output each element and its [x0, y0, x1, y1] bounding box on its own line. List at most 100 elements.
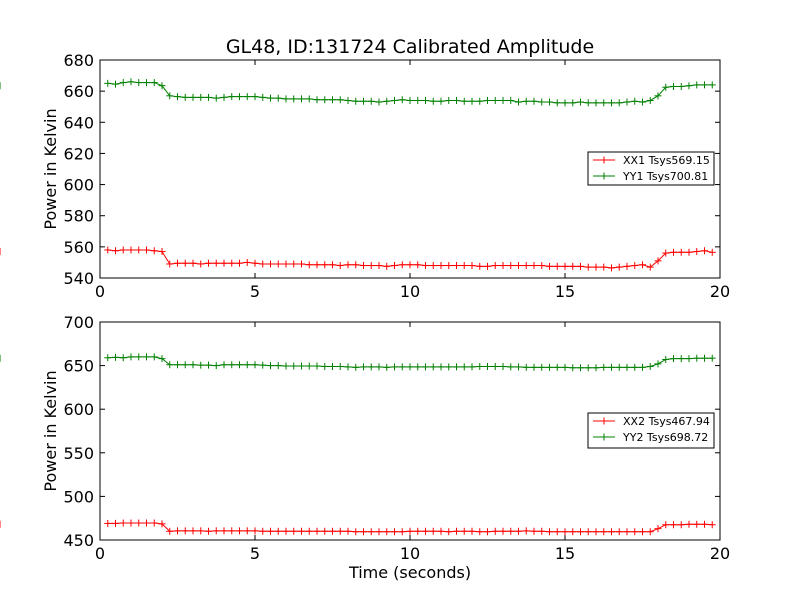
chart1-series-2-point: [662, 83, 670, 91]
chart1-series-2-point: [708, 81, 716, 89]
chart2-legend-box: [587, 412, 715, 449]
chart2-series-2-point: [305, 362, 313, 370]
chart1-legend-box: [587, 151, 715, 186]
chart2-series-1-point: [708, 521, 716, 529]
chart1-series-2-point: [553, 99, 561, 107]
chart1-y-tick-label: 680: [63, 51, 94, 70]
chart1-series-1-point: [181, 259, 189, 267]
chart1-series-1-point: [119, 246, 127, 254]
chart1-series-1-point: [112, 247, 119, 255]
chart1-series-1-point: [282, 260, 290, 268]
chart2-series-2-point: [329, 362, 336, 370]
chart2-series-1-point: [251, 527, 259, 535]
chart1-series-1-point: [150, 247, 158, 255]
chart1-y-tick-label: 600: [63, 176, 94, 195]
chart1-series-1-point: [662, 249, 670, 257]
chart2-series-2: [0, 353, 716, 372]
chart1-series-1-point: [174, 259, 181, 267]
chart2-series-1-point: [181, 527, 189, 535]
chart2-series-2-point: [251, 361, 259, 369]
chart1-series-1-point: [383, 262, 391, 270]
chart1-legend-label: XX1 Tsys569.15: [623, 154, 710, 167]
chart1-series-2-point: [391, 96, 398, 104]
chart2-series-1-point: [677, 521, 685, 529]
chart2-series-2-point: [662, 355, 670, 363]
chart2-series-1-point: [352, 528, 360, 536]
chart1-series-1-point: [584, 263, 592, 271]
chart1-series-2-point: [561, 99, 569, 107]
chart2-series-1-point: [491, 527, 499, 535]
chart2-series-1-point: [406, 527, 414, 535]
chart2-x-tick-label: 10: [400, 544, 420, 563]
chart2-series-1-point: [360, 528, 367, 536]
chart1-series-2-point: [701, 81, 708, 89]
chart2-series-2-point: [631, 363, 639, 371]
figure-title: GL48, ID:131724 Calibrated Amplitude: [226, 36, 594, 58]
chart1-series-1-point: [313, 261, 321, 269]
chart1-series-2-point: [600, 99, 608, 107]
chart1-x-tick-label: 20: [710, 282, 730, 301]
chart1-series-1-point: [329, 261, 336, 269]
chart1-series-2-point: [321, 96, 329, 104]
chart2-series-1-point: [577, 528, 584, 536]
chart1-series-2-point: [530, 97, 538, 105]
chart2-series-1-point: [623, 528, 631, 536]
chart2-series-1-point: [538, 527, 546, 535]
chart1-series-2-point: [259, 93, 267, 101]
chart2-series-2-point: [274, 362, 282, 370]
chart2-series-1-point: [243, 527, 251, 535]
chart1-series-2-point: [267, 94, 274, 102]
chart2-series-1-point: [321, 527, 329, 535]
chart1-series-1-point: [693, 248, 701, 256]
chart2-series-1-point: [693, 520, 701, 528]
chart1-series-2-point: [336, 96, 344, 104]
chart2-series-1-point: [290, 527, 298, 535]
chart1-series-1-point: [522, 262, 530, 270]
chart1-series-1-point: [367, 262, 375, 270]
chart1-series-1-point: [197, 260, 205, 268]
chart1-series-2-point: [135, 79, 143, 87]
chart2-series-2-point: [212, 362, 220, 370]
chart1-series-1-point: [135, 246, 143, 254]
chart2-series-1-point: [220, 527, 228, 535]
chart2-x-tick-label: 15: [555, 544, 575, 563]
chart1-series-2-point: [422, 96, 429, 104]
bottom-chart: 0 5 10 15 20 450 500 550 600 650 700 Power in Kelvi…: [0, 313, 730, 582]
chart1-series-1-point: [654, 257, 662, 265]
chart2-series-2-point: [119, 354, 127, 362]
chart1-series-1-point: [236, 259, 243, 267]
chart1-series-1-point: [600, 263, 608, 271]
chart2-legend-entry-1: XX2 Tsys467.94: [593, 415, 710, 428]
chart2-series-2-point: [267, 362, 274, 370]
chart2-series-2-point: [422, 363, 429, 371]
chart1-series-2-point: [639, 98, 646, 106]
chart1-series-2-point: [546, 98, 553, 106]
chart1-series-2-point: [197, 93, 205, 101]
chart1-y-tick-label: 660: [63, 82, 94, 101]
chart2-series-1-point: [344, 527, 352, 535]
chart2-series-2-point: [205, 361, 212, 369]
chart1-y-tick-label: 540: [63, 269, 94, 288]
chart1-series-1-point: [491, 262, 499, 270]
chart2-series-2-point: [104, 354, 112, 362]
chart1-series-2-point: [251, 93, 259, 101]
chart1-series-2-point: [212, 94, 220, 102]
chart2-series-1-point: [228, 527, 236, 535]
chart2-series-2-point: [608, 363, 615, 371]
chart1-series-1-point: [460, 262, 468, 270]
chart2-series-1-point: [530, 527, 538, 535]
chart1-y-tick-label: 640: [63, 113, 94, 132]
chart1-series-2-point: [181, 93, 189, 101]
chart1-series-1-point: [391, 262, 398, 270]
chart2-series-2-point: [375, 363, 383, 371]
chart2-series-2-point: [615, 363, 623, 371]
chart1-series-1-point: [592, 263, 600, 271]
chart1-series-1-point: [220, 259, 228, 267]
chart1-series-1-point: [414, 261, 422, 269]
chart1-series-1-point: [484, 262, 491, 270]
chart1-series-2-point: [383, 97, 391, 105]
chart2-series-1-point: [414, 527, 422, 535]
chart1-series-2-point: [507, 96, 515, 104]
chart2-series-1-point: [631, 528, 639, 536]
